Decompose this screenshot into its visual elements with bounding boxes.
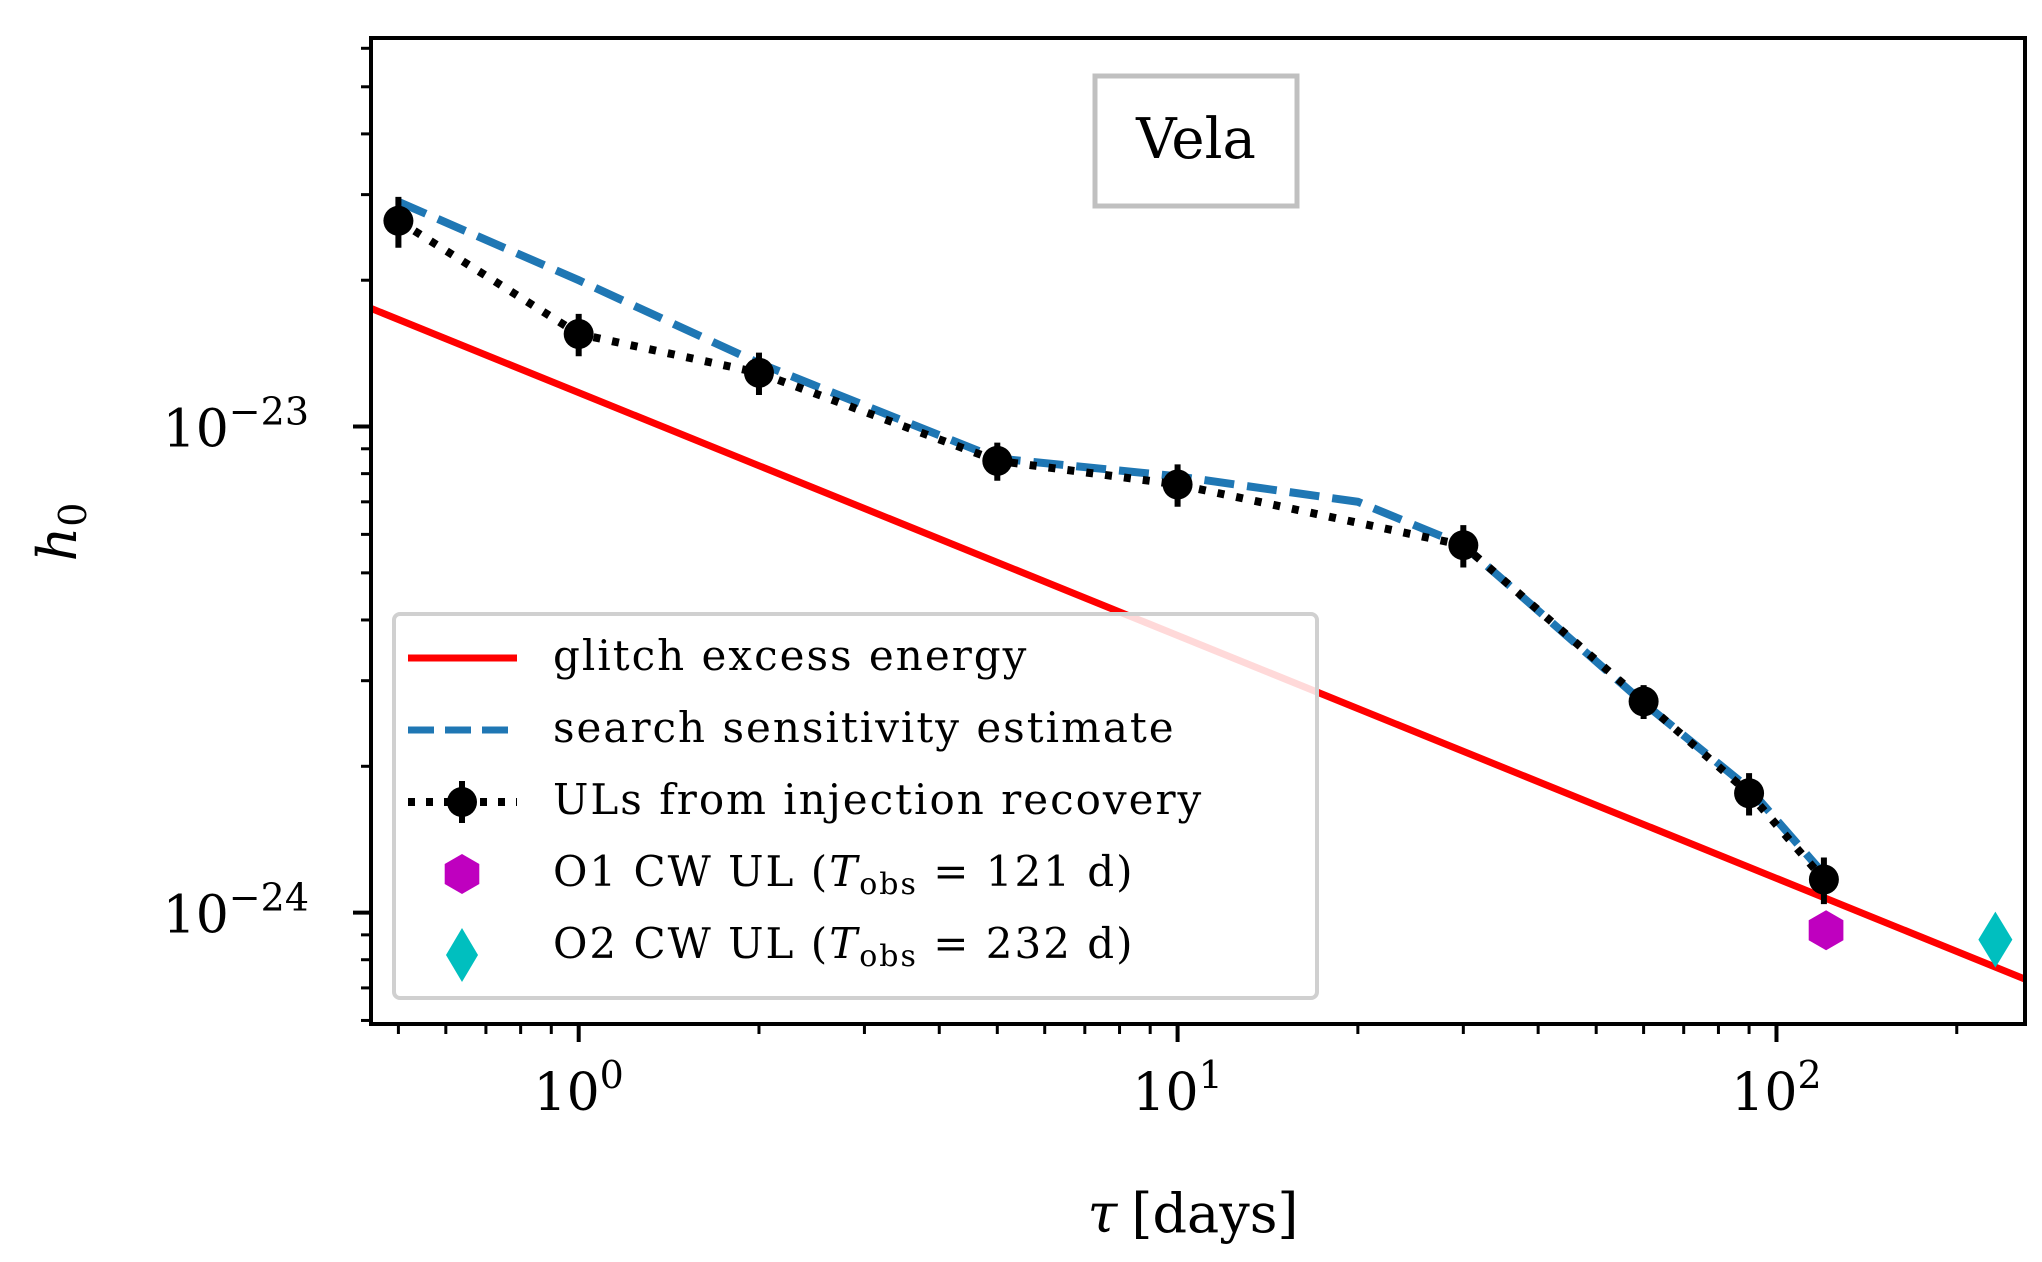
- legend-item-sensitivity: search sensitivity estimate: [408, 703, 1176, 752]
- legend-o1-marker: [444, 854, 480, 894]
- legend-item-glitch: glitch excess energy: [408, 631, 1028, 680]
- series-search-sensitivity-line: [396, 198, 1827, 877]
- injection-point: [563, 319, 594, 350]
- legend-injection-label: ULs from injection recovery: [553, 775, 1203, 824]
- injection-point: [1808, 864, 1839, 895]
- annotation-text: Vela: [1135, 107, 1256, 172]
- x-tick-label: 102: [1731, 1053, 1821, 1123]
- injection-point: [1162, 469, 1193, 500]
- o2-cw-ul-point: [1978, 911, 2013, 968]
- tick-labels: 100 101 102 10−23 10−24: [163, 390, 1822, 1123]
- injection-point: [743, 357, 774, 388]
- legend-injection-marker: [447, 787, 477, 817]
- legend-item-o1: O1 CW UL (Tobs = 121 d): [444, 847, 1135, 902]
- x-tick-label: 101: [1132, 1053, 1222, 1123]
- plot-frame: [369, 36, 2027, 1026]
- y-tick-label: 10−23: [163, 390, 309, 460]
- injection-point: [383, 205, 414, 236]
- y-tick-label: 10−24: [163, 876, 309, 946]
- x-axis-title: τ [days]: [1088, 1182, 1299, 1245]
- legend-frame: [392, 612, 1319, 1000]
- major-ticks: [353, 424, 1779, 1042]
- y-axis-title: h0: [26, 503, 95, 562]
- injection-point: [1448, 530, 1479, 561]
- x-tick-label: 100: [534, 1053, 624, 1123]
- legend-item-injection: ULs from injection recovery: [408, 775, 1203, 824]
- injection-point: [1628, 686, 1659, 717]
- o1-cw-ul-point: [1808, 910, 1844, 951]
- legend-sensitivity-label: search sensitivity estimate: [553, 703, 1176, 752]
- vela-annotation: Vela: [1092, 73, 1300, 209]
- injection-point: [982, 445, 1013, 476]
- legend: glitch excess energy search sensitivity …: [392, 612, 1319, 1000]
- legend-item-o2: O2 CW UL (Tobs = 232 d): [446, 919, 1135, 982]
- legend-o1-label: O1 CW UL (Tobs = 121 d): [553, 847, 1135, 902]
- legend-o2-label: O2 CW UL (Tobs = 232 d): [553, 919, 1135, 974]
- injection-point: [1734, 778, 1765, 809]
- legend-o2-marker: [446, 928, 478, 982]
- legend-glitch-label: glitch excess energy: [553, 631, 1028, 680]
